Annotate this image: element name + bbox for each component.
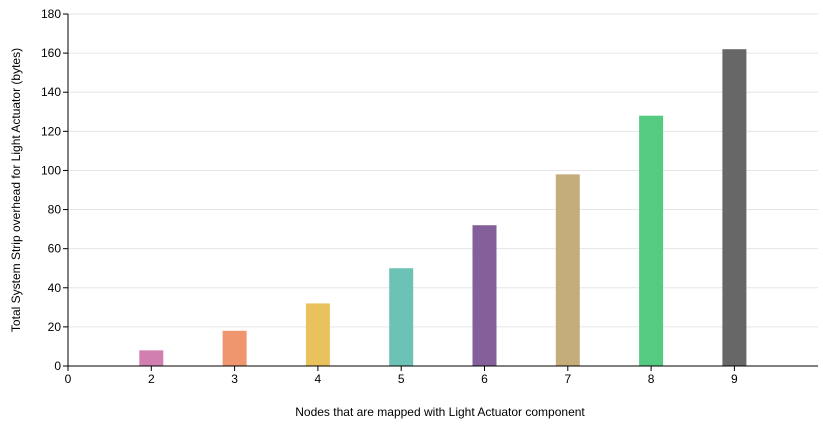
- y-tick-label: 0: [54, 359, 61, 373]
- grid-lines: [68, 13, 818, 328]
- y-axis-title: Total System Strip overhead for Light Ac…: [9, 48, 23, 332]
- y-tick-label: 100: [41, 163, 61, 177]
- bar-5: [389, 268, 414, 366]
- x-tick-label: 6: [481, 372, 488, 386]
- x-tick-label: 7: [564, 372, 571, 386]
- bar-6: [472, 225, 497, 366]
- x-tick-label: 8: [648, 372, 655, 386]
- bar-9: [722, 49, 747, 366]
- bar-8: [639, 115, 664, 366]
- y-tick-label: 80: [48, 203, 62, 217]
- y-tick-label: 120: [41, 124, 61, 138]
- y-tick-label: 40: [48, 281, 62, 295]
- y-tick-label: 20: [48, 320, 62, 334]
- x-tick-label: 9: [731, 372, 738, 386]
- x-tick-label: 4: [315, 372, 322, 386]
- bars: [139, 49, 747, 366]
- y-tick-label: 180: [41, 7, 61, 21]
- y-tick-label: 60: [48, 242, 62, 256]
- y-tick-label: 160: [41, 46, 61, 60]
- bar-7: [555, 174, 580, 366]
- axes: [67, 14, 818, 367]
- x-tick-label: 2: [148, 372, 155, 386]
- bar-4: [305, 303, 330, 366]
- x-tick-label: 0: [65, 372, 72, 386]
- x-tick-label: 5: [398, 372, 405, 386]
- y-tick-label: 140: [41, 85, 61, 99]
- x-axis-title: Nodes that are mapped with Light Actuato…: [295, 405, 585, 419]
- bar-2: [139, 350, 164, 366]
- y-axis-ticks: 0 20 40 60 80 100 120 140 160 180: [41, 7, 68, 373]
- x-axis-ticks: 0 2 3 4 5 6 7 8 9: [65, 366, 738, 386]
- bar-3: [222, 330, 247, 366]
- x-tick-label: 3: [231, 372, 238, 386]
